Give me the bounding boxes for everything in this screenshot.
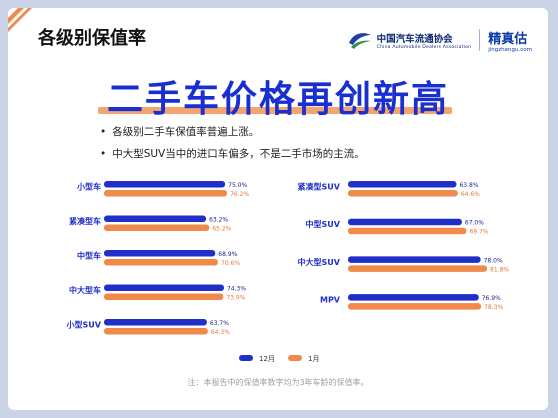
bar-jan [104,328,208,335]
cada-logo-icon [348,33,371,49]
bar-dec [348,256,481,263]
bar-dec [348,294,479,301]
data-label: 81.8% [490,266,509,273]
data-label: 73.9% [226,295,245,302]
legend-label-jan: 1月 [308,355,319,363]
bullet-item: • 中大型SUV当中的进口车偏多，不是二手市场的主流。 [100,148,365,160]
category-label: 中型SUV [306,219,341,229]
category-label: 小型SUV [66,320,102,330]
footnote: 注：本报告中的保值率数字均为3年车龄的保值率。 [187,378,369,387]
bullet-list: • 各级别二手车保值率普遍上涨。 • 中大型SUV当中的进口车偏多，不是二手市场的主… [100,124,500,168]
bar-dec [348,181,457,188]
bar-dec [104,284,224,291]
jzg-name-cn: 精真估 [488,31,528,47]
bar-jan [348,265,488,272]
page-title: 二手车价格再创新高 [106,79,449,120]
cada-logo-text: 中国汽车流通协会 China Automobile Dealers Associ… [377,31,472,50]
data-label: 67.0% [465,220,484,227]
legend-swatch-dec [239,355,253,361]
data-label: 76.2% [230,191,249,198]
jzg-logo: 精真估 jingzhengu.com [488,28,532,53]
category-label: 中型车 [77,251,101,261]
bar-jan [104,224,210,231]
category-label: MPV [320,296,341,305]
data-label: 74.3% [227,286,246,293]
bar-jan [104,293,224,300]
category-label: 中大型车 [69,285,101,295]
corner-stripes-decoration [8,8,32,32]
jzg-name-en: jingzhengu.com [488,46,532,53]
assoc-name-cn: 中国汽车流通协会 [376,33,453,45]
title-underline [98,107,452,114]
data-label: 75.0% [228,182,247,189]
logo-group: 中国汽车流通协会 China Automobile Dealers Associ… [347,26,532,54]
category-label: 紧凑型车 [69,216,101,226]
assoc-name-en: China Automobile Dealers Association [376,44,472,50]
bullet-item: • 各级别二手车保值率普遍上涨。 [100,126,260,138]
legend-label-dec: 12月 [259,355,275,363]
bar-dec [348,218,462,226]
bar-dec [104,319,207,326]
data-label: 78.0% [484,257,503,264]
data-label: 63.7% [210,320,229,327]
header-tag: 各级别保值率 [38,28,146,49]
data-label: 65.2% [212,226,231,233]
bar-dec [104,181,226,188]
data-label: 68.9% [218,251,237,258]
data-label: 64.6% [461,191,480,198]
slide-card: 各级别保值率 中国汽车流通协会 China Automobile Dealers… [8,8,548,410]
bar-charts: 小型车 75.0% 76.2% 紧凑型车 63.2% 65.2% 中型车 68.9% 70.6%… [66,181,509,363]
data-label: 69.7% [469,229,488,236]
bar-jan [348,227,467,235]
category-label: 小型车 [76,182,101,192]
data-label: 70.6% [221,260,240,267]
bar-dec [104,250,216,257]
bullet-text: 中大型SUV当中的进口车偏多，不是二手市场的主流。 [112,148,365,160]
bar-jan [104,259,219,266]
category-label: 中大型SUV [298,257,341,267]
category-label: 紧凑型SUV [298,182,341,192]
data-label: 76.9% [482,295,501,302]
bar-dec [104,215,207,222]
bar-jan [348,303,482,310]
data-label: 63.2% [209,217,228,224]
bullet-text: 各级别二手车保值率普遍上涨。 [112,126,260,138]
data-label: 63.8% [459,182,478,189]
data-label: 78.3% [484,304,503,311]
bar-jan [348,190,458,197]
logo-separator [479,29,481,51]
bar-jan [104,190,228,197]
legend-swatch-jan [288,355,302,361]
data-label: 64.3% [211,329,230,336]
